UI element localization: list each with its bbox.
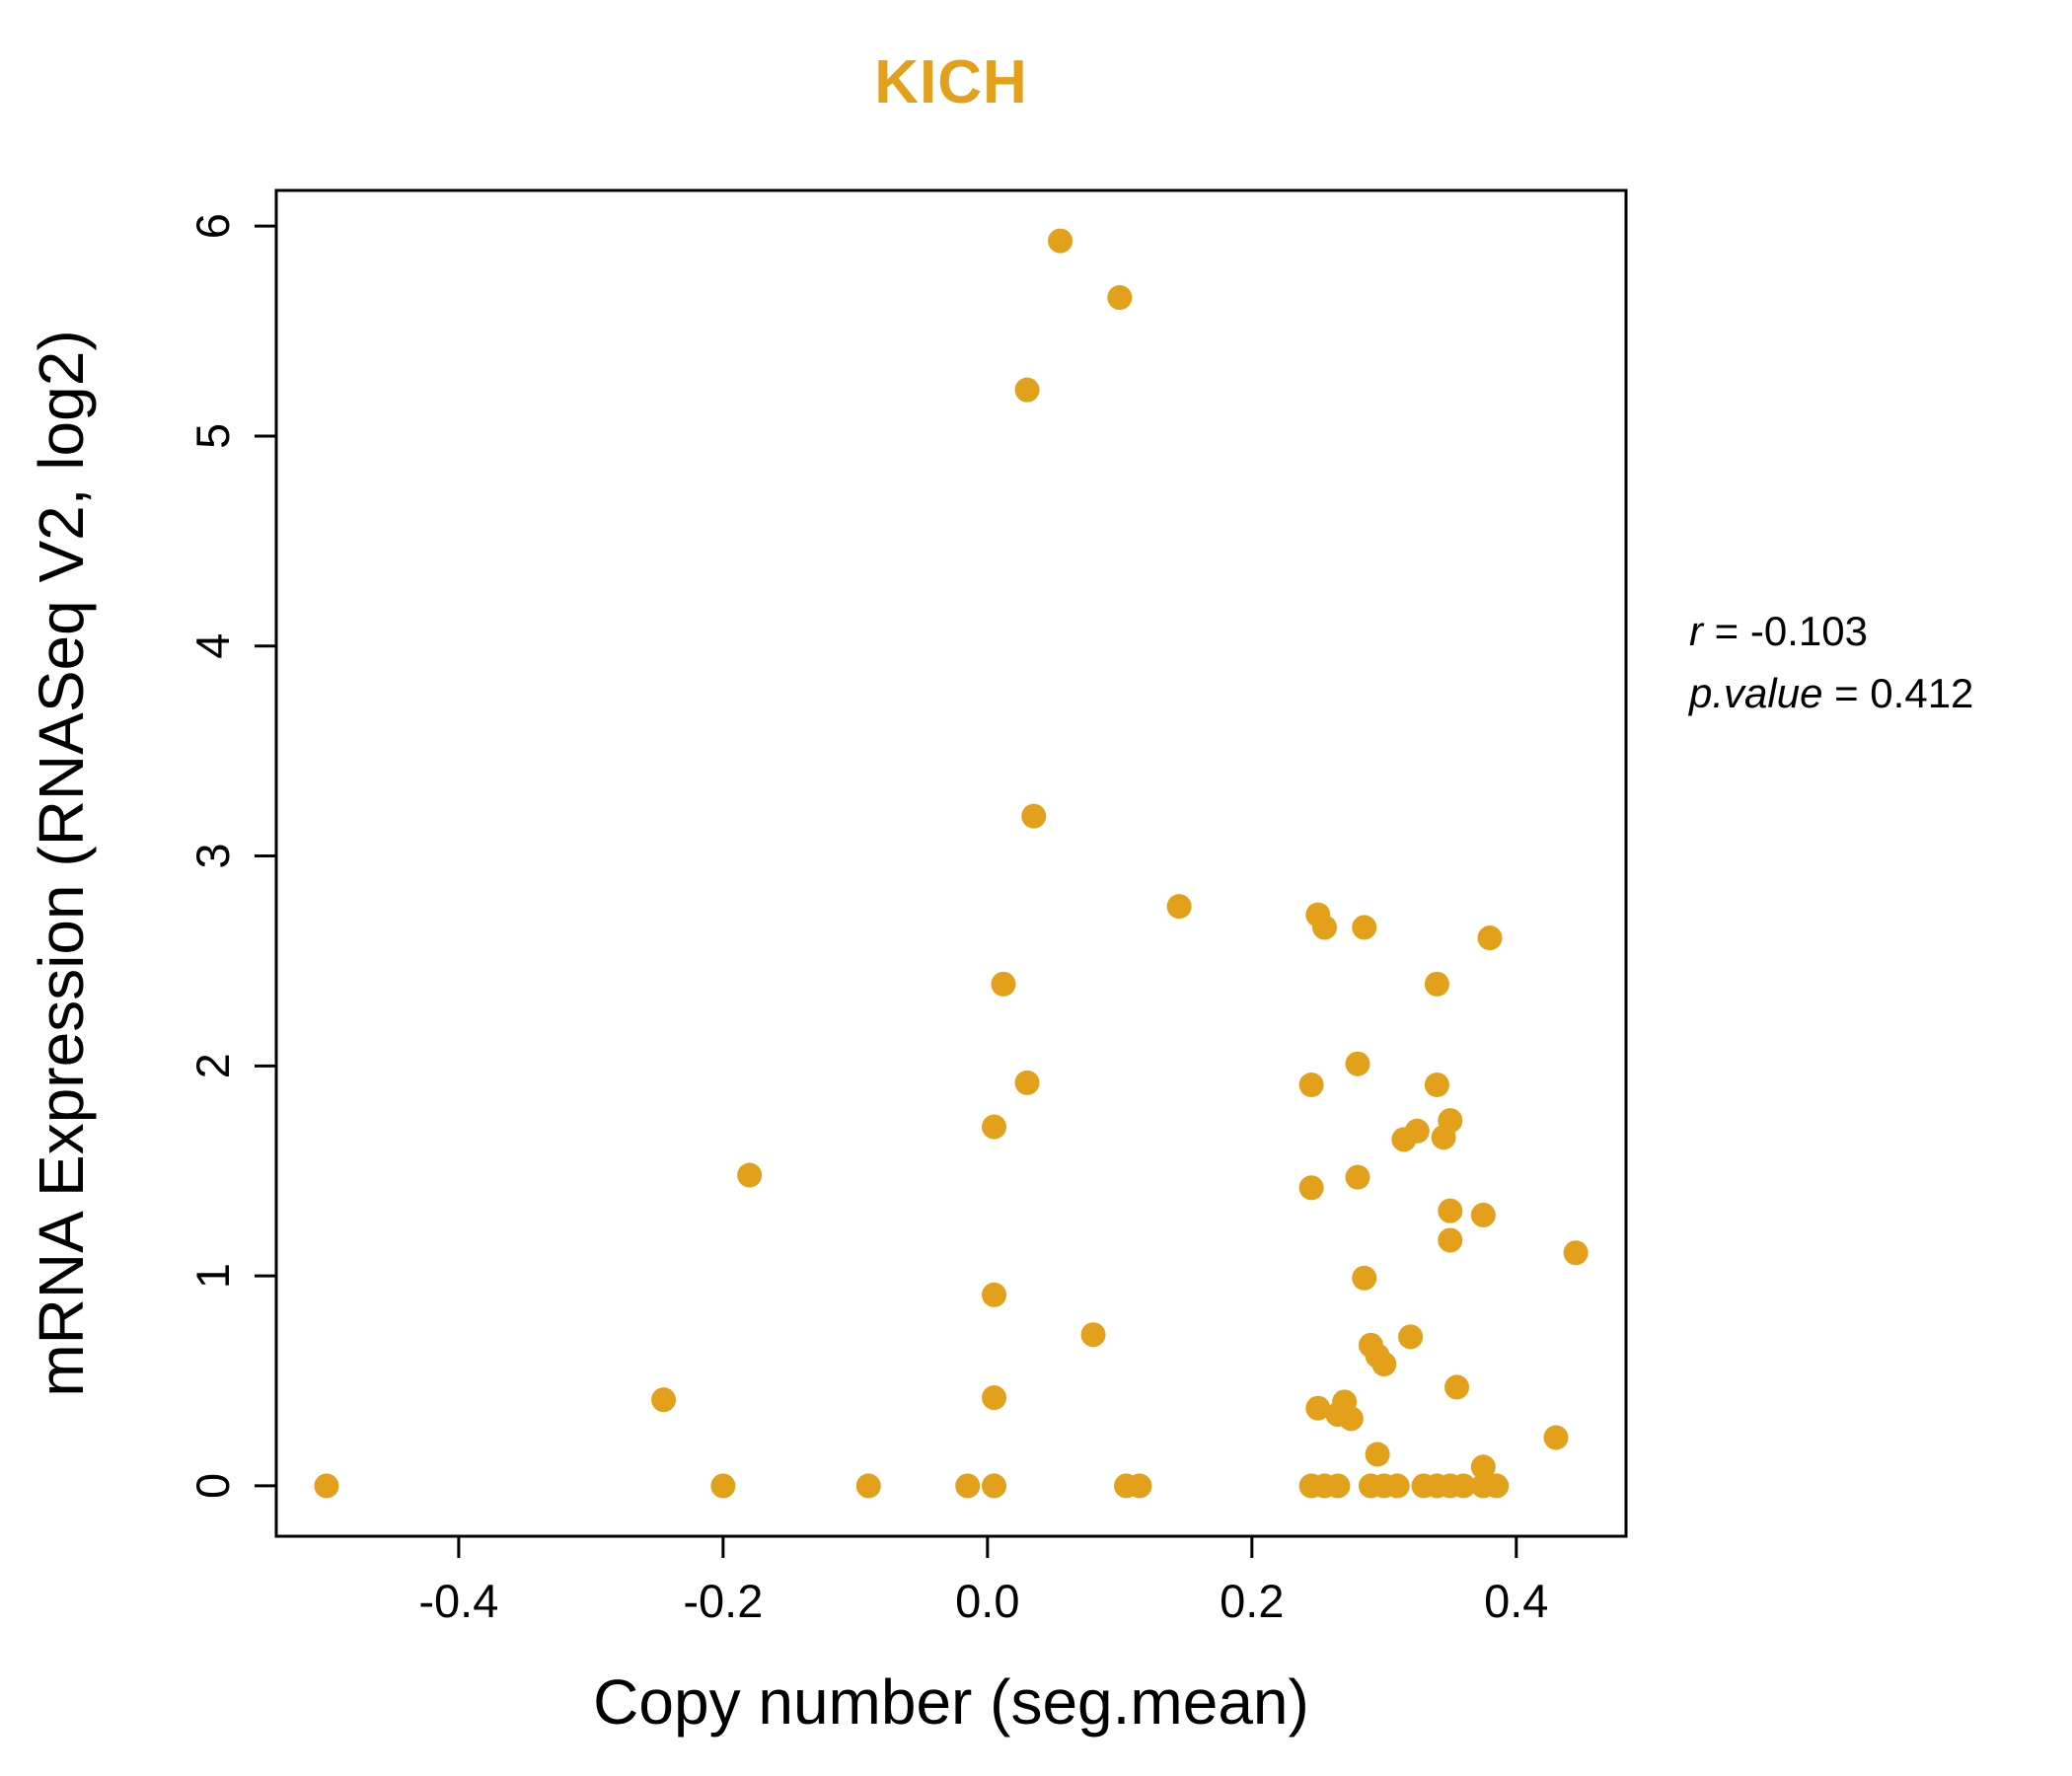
data-point xyxy=(982,1385,1007,1411)
stats-annotation: r = -0.103 p.value = 0.412 xyxy=(1689,600,1973,724)
data-point xyxy=(1345,1164,1370,1190)
stats-r-value: = -0.103 xyxy=(1703,608,1868,654)
data-point xyxy=(314,1473,339,1499)
stats-p-value: = 0.412 xyxy=(1822,670,1974,716)
data-point xyxy=(1424,971,1449,997)
data-point xyxy=(1470,1454,1496,1480)
y-tick-label: 3 xyxy=(186,843,239,868)
chart-title: KICH xyxy=(874,48,1028,116)
data-point xyxy=(982,1114,1007,1140)
data-point xyxy=(1470,1202,1496,1227)
data-point xyxy=(1298,1072,1324,1097)
y-tick-label: 5 xyxy=(186,423,239,449)
stats-r-line: r = -0.103 xyxy=(1689,600,1973,662)
data-point xyxy=(1438,1227,1463,1253)
data-point xyxy=(1371,1352,1397,1377)
data-point xyxy=(1477,925,1503,951)
data-point xyxy=(1345,1051,1370,1076)
data-point xyxy=(1391,1127,1417,1152)
data-point xyxy=(1166,894,1192,920)
data-point xyxy=(1305,1395,1331,1421)
data-point xyxy=(1325,1473,1351,1499)
data-point xyxy=(991,971,1016,997)
data-point xyxy=(1080,1322,1106,1348)
data-point xyxy=(1021,803,1047,829)
plot-box xyxy=(274,188,1628,1538)
data-point xyxy=(1014,1070,1040,1095)
stats-p-label: p.value xyxy=(1689,670,1823,716)
data-point xyxy=(1352,1265,1377,1291)
data-point xyxy=(1365,1442,1390,1467)
data-point xyxy=(1563,1240,1589,1266)
y-tick-label: 2 xyxy=(186,1053,239,1078)
data-point xyxy=(955,1473,981,1499)
data-point xyxy=(651,1387,677,1413)
x-tick-label: -0.4 xyxy=(418,1575,498,1627)
y-tick-label: 1 xyxy=(186,1263,239,1289)
data-point xyxy=(982,1473,1007,1499)
stats-r-label: r xyxy=(1689,608,1703,654)
data-point xyxy=(1298,1175,1324,1201)
data-point xyxy=(1438,1198,1463,1223)
x-tick-label: 0.2 xyxy=(1220,1575,1284,1627)
data-point xyxy=(1484,1473,1510,1499)
data-point xyxy=(1014,377,1040,403)
data-point xyxy=(1312,915,1338,940)
x-tick-label: 0.4 xyxy=(1484,1575,1548,1627)
stats-p-line: p.value = 0.412 xyxy=(1689,662,1973,724)
data-point xyxy=(1384,1473,1410,1499)
data-point xyxy=(1431,1125,1456,1150)
y-tick-label: 6 xyxy=(186,213,239,239)
data-point xyxy=(982,1282,1007,1307)
data-point xyxy=(1338,1406,1364,1432)
data-point xyxy=(710,1473,736,1499)
data-point xyxy=(737,1162,763,1188)
data-point xyxy=(1107,285,1133,311)
x-axis-label: Copy number (seg.mean) xyxy=(593,1666,1309,1738)
x-tick-label: -0.2 xyxy=(683,1575,763,1627)
x-tick-label: 0.0 xyxy=(955,1575,1019,1627)
data-point xyxy=(1352,915,1377,940)
data-point xyxy=(1424,1072,1449,1097)
data-point xyxy=(1398,1324,1424,1350)
data-point xyxy=(1443,1374,1469,1400)
data-point xyxy=(1543,1425,1569,1450)
y-axis-label: mRNA Expression (RNASeq V2, log2) xyxy=(26,330,97,1397)
y-tick-label: 4 xyxy=(186,633,239,659)
data-point xyxy=(1048,228,1073,254)
data-point xyxy=(855,1473,881,1499)
data-point xyxy=(1127,1473,1152,1499)
data-point xyxy=(1450,1473,1476,1499)
y-tick-label: 0 xyxy=(186,1473,239,1499)
